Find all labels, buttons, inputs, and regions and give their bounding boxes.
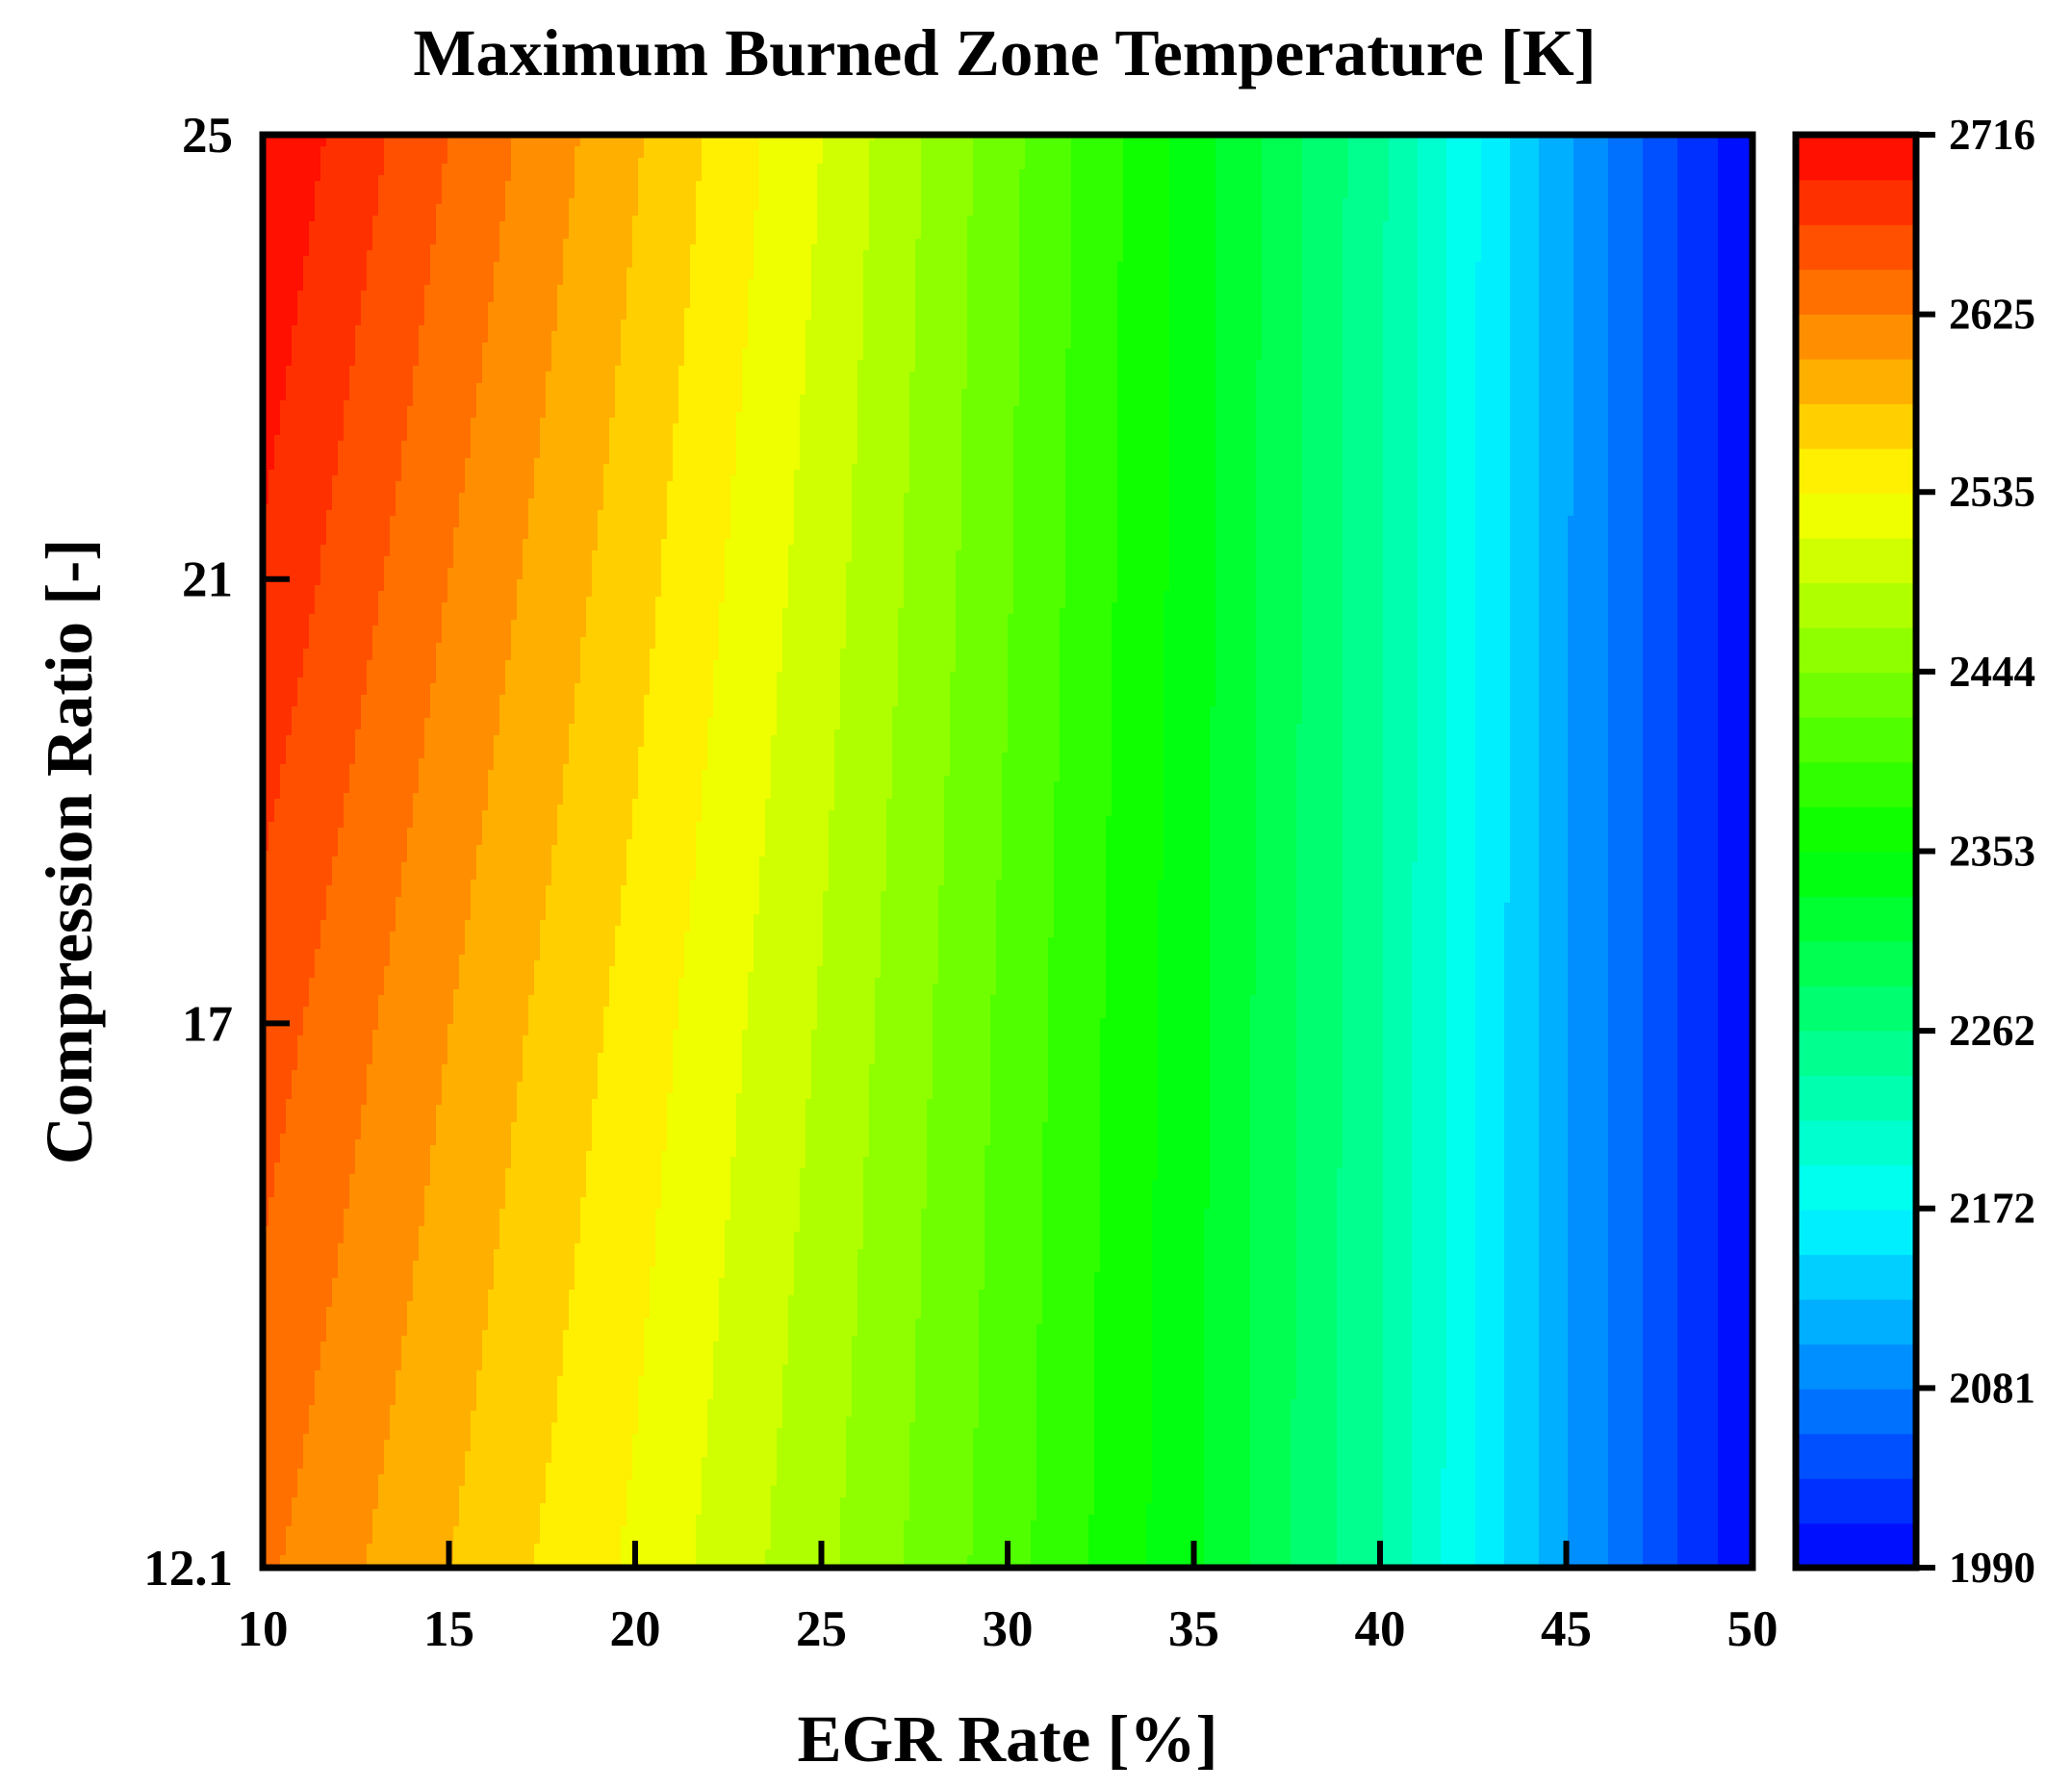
colorbar-band <box>1796 1478 1916 1523</box>
x-tick-label: 20 <box>610 1601 661 1657</box>
colorbar-band <box>1796 359 1916 404</box>
x-tick-label: 35 <box>1168 1601 1219 1657</box>
colorbar-band <box>1796 1522 1916 1568</box>
colorbar-band <box>1796 582 1916 627</box>
colorbar-axis: 1990 2081 2172 2262 2353 2444 2535 2625 2716 <box>1916 111 2035 1592</box>
colorbar-tick-label: 2444 <box>1949 648 2035 696</box>
colorbar-band <box>1796 269 1916 315</box>
contour-field <box>263 135 1753 1573</box>
colorbar-band <box>1796 1031 1916 1076</box>
colorbar-band <box>1796 1389 1916 1434</box>
colorbar-band <box>1796 1120 1916 1165</box>
colorbar-band <box>1796 180 1916 225</box>
colorbar-tick-label: 2716 <box>1949 111 2035 159</box>
colorbar-tick-label: 2353 <box>1949 828 2035 876</box>
x-tick-label: 30 <box>983 1601 1034 1657</box>
colorbar-band <box>1796 1254 1916 1299</box>
colorbar-band <box>1796 1164 1916 1210</box>
colorbar-band <box>1796 896 1916 941</box>
colorbar-band <box>1796 985 1916 1031</box>
colorbar-band <box>1796 224 1916 269</box>
colorbar-band <box>1796 1075 1916 1120</box>
x-tick-label: 50 <box>1727 1601 1778 1657</box>
colorbar-tick-label: 2625 <box>1949 291 2035 339</box>
colorbar <box>1796 135 1916 1569</box>
x-tick-label: 10 <box>238 1601 289 1657</box>
x-tick-label: 25 <box>796 1601 847 1657</box>
colorbar-band <box>1796 1343 1916 1389</box>
colorbar-tick-label: 2081 <box>1949 1364 2035 1412</box>
colorbar-band <box>1796 941 1916 986</box>
y-tick-label: 25 <box>182 108 233 164</box>
colorbar-band <box>1796 806 1916 852</box>
colorbar-tick-label: 2262 <box>1949 1007 2035 1055</box>
colorbar-band <box>1796 448 1916 494</box>
colorbar-band <box>1796 1210 1916 1255</box>
colorbar-band <box>1796 717 1916 762</box>
colorbar-band <box>1796 135 1916 180</box>
chart-title: Maximum Burned Zone Temperature [K] <box>413 16 1596 89</box>
x-tick-label: 40 <box>1355 1601 1406 1657</box>
colorbar-tick-label: 2535 <box>1949 468 2035 516</box>
y-tick-label: 12.1 <box>143 1541 233 1597</box>
colorbar-band <box>1796 1299 1916 1344</box>
colorbar-band <box>1796 1433 1916 1478</box>
colorbar-band <box>1796 493 1916 538</box>
colorbar-band <box>1796 672 1916 717</box>
x-tick-label: 15 <box>423 1601 474 1657</box>
y-axis-label: Compression Ratio [-] <box>33 539 106 1164</box>
x-axis-label: EGR Rate [%] <box>798 1702 1218 1776</box>
colorbar-band <box>1796 761 1916 806</box>
colorbar-band <box>1796 538 1916 583</box>
x-tick-label: 45 <box>1541 1601 1592 1657</box>
colorbar-band <box>1796 852 1916 897</box>
colorbar-band <box>1796 314 1916 359</box>
y-tick-label: 21 <box>182 552 233 608</box>
colorbar-tick-label: 1990 <box>1949 1544 2035 1592</box>
y-tick-label: 17 <box>182 996 233 1052</box>
colorbar-band <box>1796 627 1916 673</box>
colorbar-band <box>1796 403 1916 448</box>
colorbar-tick-label: 2172 <box>1949 1185 2035 1233</box>
